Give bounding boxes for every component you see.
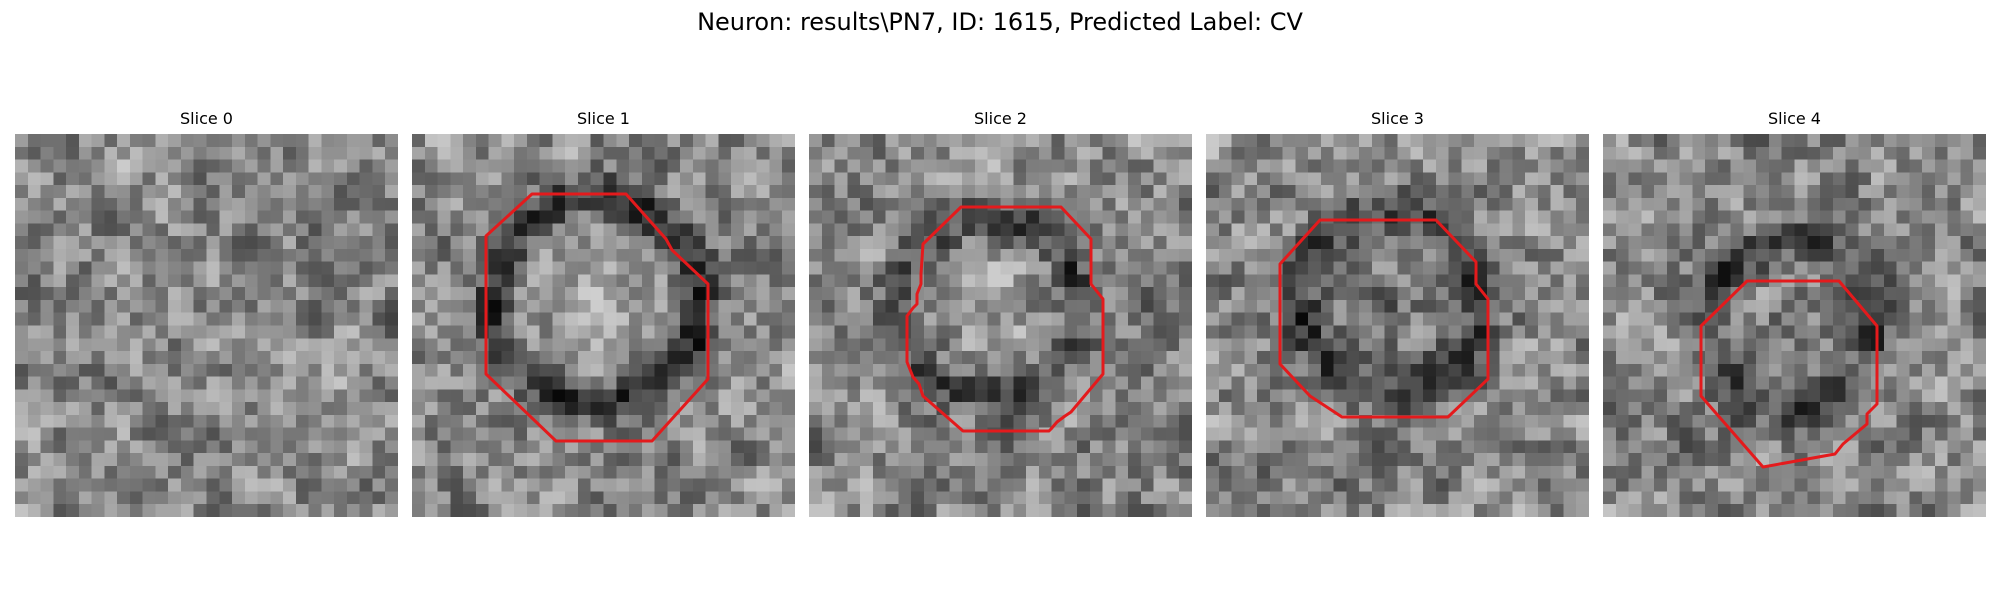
slice-4-title: Slice 4 <box>1768 109 1821 128</box>
slice-2-image <box>809 134 1192 517</box>
contour-outline <box>1699 279 1879 469</box>
contour-outline <box>484 192 710 443</box>
slice-3-image <box>1206 134 1589 517</box>
figure-title: Neuron: results\PN7, ID: 1615, Predicted… <box>697 8 1303 36</box>
contour-outline <box>1278 218 1490 419</box>
slice-3-title: Slice 3 <box>1371 109 1424 128</box>
slice-3-contour <box>1278 218 1490 419</box>
slice-2-title: Slice 2 <box>974 109 1027 128</box>
contour-outline <box>905 205 1105 433</box>
slice-4-image <box>1603 134 1986 517</box>
slice-1-contour <box>484 192 710 443</box>
slice-1-image <box>412 134 795 517</box>
slice-0-title: Slice 0 <box>180 109 233 128</box>
slice-1-title: Slice 1 <box>577 109 630 128</box>
slice-0-image <box>15 134 398 517</box>
slice-2-contour <box>905 205 1105 433</box>
slice-4-contour <box>1699 279 1879 469</box>
